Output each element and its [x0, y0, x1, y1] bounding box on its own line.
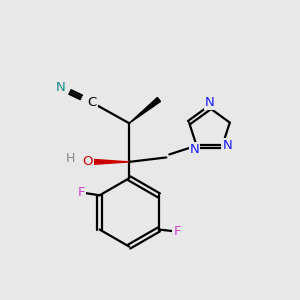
- Polygon shape: [129, 98, 161, 123]
- Text: C: C: [87, 96, 97, 109]
- Text: F: F: [77, 186, 85, 199]
- Text: F: F: [173, 225, 181, 239]
- Text: N: N: [190, 143, 200, 156]
- Polygon shape: [93, 159, 129, 164]
- Text: N: N: [205, 96, 214, 109]
- Text: N: N: [56, 81, 66, 94]
- Text: O: O: [82, 155, 93, 168]
- Text: H: H: [66, 152, 75, 165]
- Text: N: N: [223, 140, 232, 152]
